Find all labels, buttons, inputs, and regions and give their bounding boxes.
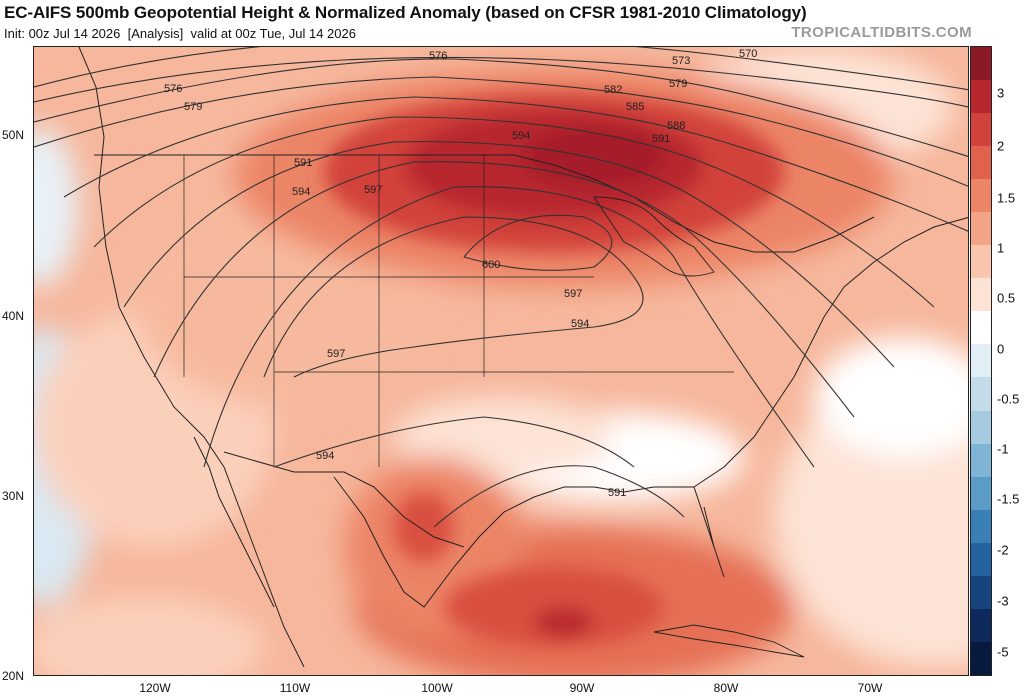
map-panel: 576 576 573 570 579 582 579 585 588 591 … <box>33 46 969 676</box>
map-title: EC-AIFS 500mb Geopotential Height & Norm… <box>4 3 807 22</box>
contour-label: 573 <box>672 55 690 67</box>
colorbar-label: 0 <box>997 341 1005 357</box>
colorbar-segment <box>971 113 991 147</box>
lon-label: 90W <box>569 681 595 695</box>
colorbar-segment <box>971 311 991 345</box>
contour-582 <box>63 96 968 232</box>
height-contours <box>34 47 968 528</box>
contour-591 <box>153 161 855 418</box>
colorbar-segment <box>971 377 991 411</box>
contour-588 <box>123 141 895 368</box>
map-subtitle: Init: 00z Jul 14 2026 [Analysis] valid a… <box>4 26 356 41</box>
anomaly-map: 576 576 573 570 579 582 579 585 588 591 … <box>34 47 968 675</box>
contour-600 <box>463 214 613 271</box>
contour-label: 579 <box>669 78 687 90</box>
colorbar-label: -3 <box>997 593 1009 609</box>
colorbar-segment <box>971 344 991 378</box>
us-canada-border <box>94 154 875 253</box>
colorbar-label: -2 <box>997 542 1009 558</box>
colorbar-segment <box>971 212 991 246</box>
contour-label: 594 <box>316 450 334 462</box>
colorbar <box>970 46 992 676</box>
contour-label: 570 <box>739 48 757 60</box>
contour-label: 594 <box>292 186 310 198</box>
contour-label: 597 <box>564 288 582 300</box>
lon-label: 100W <box>421 681 453 695</box>
contour-label: 588 <box>667 120 685 132</box>
lon-label: 70W <box>857 681 883 695</box>
lon-label: 120W <box>139 681 171 695</box>
lat-label: 30N <box>2 489 25 503</box>
colorbar-segment <box>971 245 991 279</box>
colorbar-label: -1 <box>997 441 1009 457</box>
contour-576 <box>34 58 968 157</box>
contour-label: 597 <box>364 184 382 196</box>
contour-597 <box>263 216 644 378</box>
contour-label: 591 <box>608 487 626 499</box>
lon-label: 80W <box>713 681 739 695</box>
atlantic-coastline <box>693 217 968 488</box>
contour-585 <box>93 116 935 308</box>
contour-labels: 576 576 573 570 579 582 579 585 588 591 … <box>164 48 757 499</box>
colorbar-label: 2 <box>997 138 1005 154</box>
colorbar-segment <box>971 410 991 444</box>
contour-594-south <box>273 416 635 468</box>
colorbar-segment <box>971 443 991 477</box>
colorbar-segment <box>971 47 991 81</box>
great-lakes <box>593 196 715 277</box>
contour-label: 576 <box>429 50 447 62</box>
cuba <box>653 624 805 658</box>
contour-label: 594 <box>512 130 530 142</box>
lat-label: 50N <box>2 128 25 142</box>
lon-label: 110W <box>279 681 311 695</box>
colorbar-label: 3 <box>997 85 1005 101</box>
colorbar-label: 1.5 <box>997 190 1016 206</box>
colorbar-segment <box>971 608 991 642</box>
colorbar-segment <box>971 542 991 576</box>
contour-579 <box>34 76 968 187</box>
contour-573 <box>34 56 968 108</box>
contour-591-south <box>433 465 685 528</box>
contour-label: 597 <box>327 348 345 360</box>
colorbar-segment <box>971 575 991 609</box>
contour-label: 576 <box>164 83 182 95</box>
colorbar-label: 0.5 <box>997 290 1016 306</box>
valid-time: valid at 00z Tue, Jul 14 2026 <box>190 26 356 41</box>
contour-594 <box>203 186 815 468</box>
contour-label: 591 <box>652 133 670 145</box>
colorbar-segment <box>971 179 991 213</box>
contour-570 <box>34 47 968 91</box>
gulf-coastline <box>333 476 725 608</box>
boundaries <box>78 47 968 668</box>
lat-label: 20N <box>2 669 25 683</box>
contour-label: 579 <box>184 101 202 113</box>
contour-label: 591 <box>294 157 312 169</box>
colorbar-segment <box>971 278 991 312</box>
contour-label: 585 <box>626 101 644 113</box>
colorbar-segment <box>971 80 991 114</box>
colorbar-label: 1 <box>997 240 1005 256</box>
pacific-coastline <box>78 47 305 668</box>
contour-label: 594 <box>571 318 589 330</box>
anomaly-shading <box>34 47 968 675</box>
colorbar-label: -5 <box>997 644 1009 660</box>
contour-label: 600 <box>482 259 500 271</box>
colorbar-segment <box>971 509 991 543</box>
colorbar-label: -1.5 <box>997 491 1020 507</box>
colorbar-segment <box>971 476 991 510</box>
lat-label: 40N <box>2 309 25 323</box>
contour-label: 582 <box>604 84 622 96</box>
analysis-tag: [Analysis] <box>127 26 184 41</box>
baja-coastline <box>193 436 275 608</box>
colorbar-label: -0.5 <box>997 391 1020 407</box>
colorbar-segment <box>971 641 991 675</box>
init-time: Init: 00z Jul 14 2026 <box>4 26 121 41</box>
us-mexico-border <box>223 451 465 548</box>
colorbar-segment <box>971 146 991 180</box>
site-brand: TROPICALTIDBITS.COM <box>791 24 972 41</box>
